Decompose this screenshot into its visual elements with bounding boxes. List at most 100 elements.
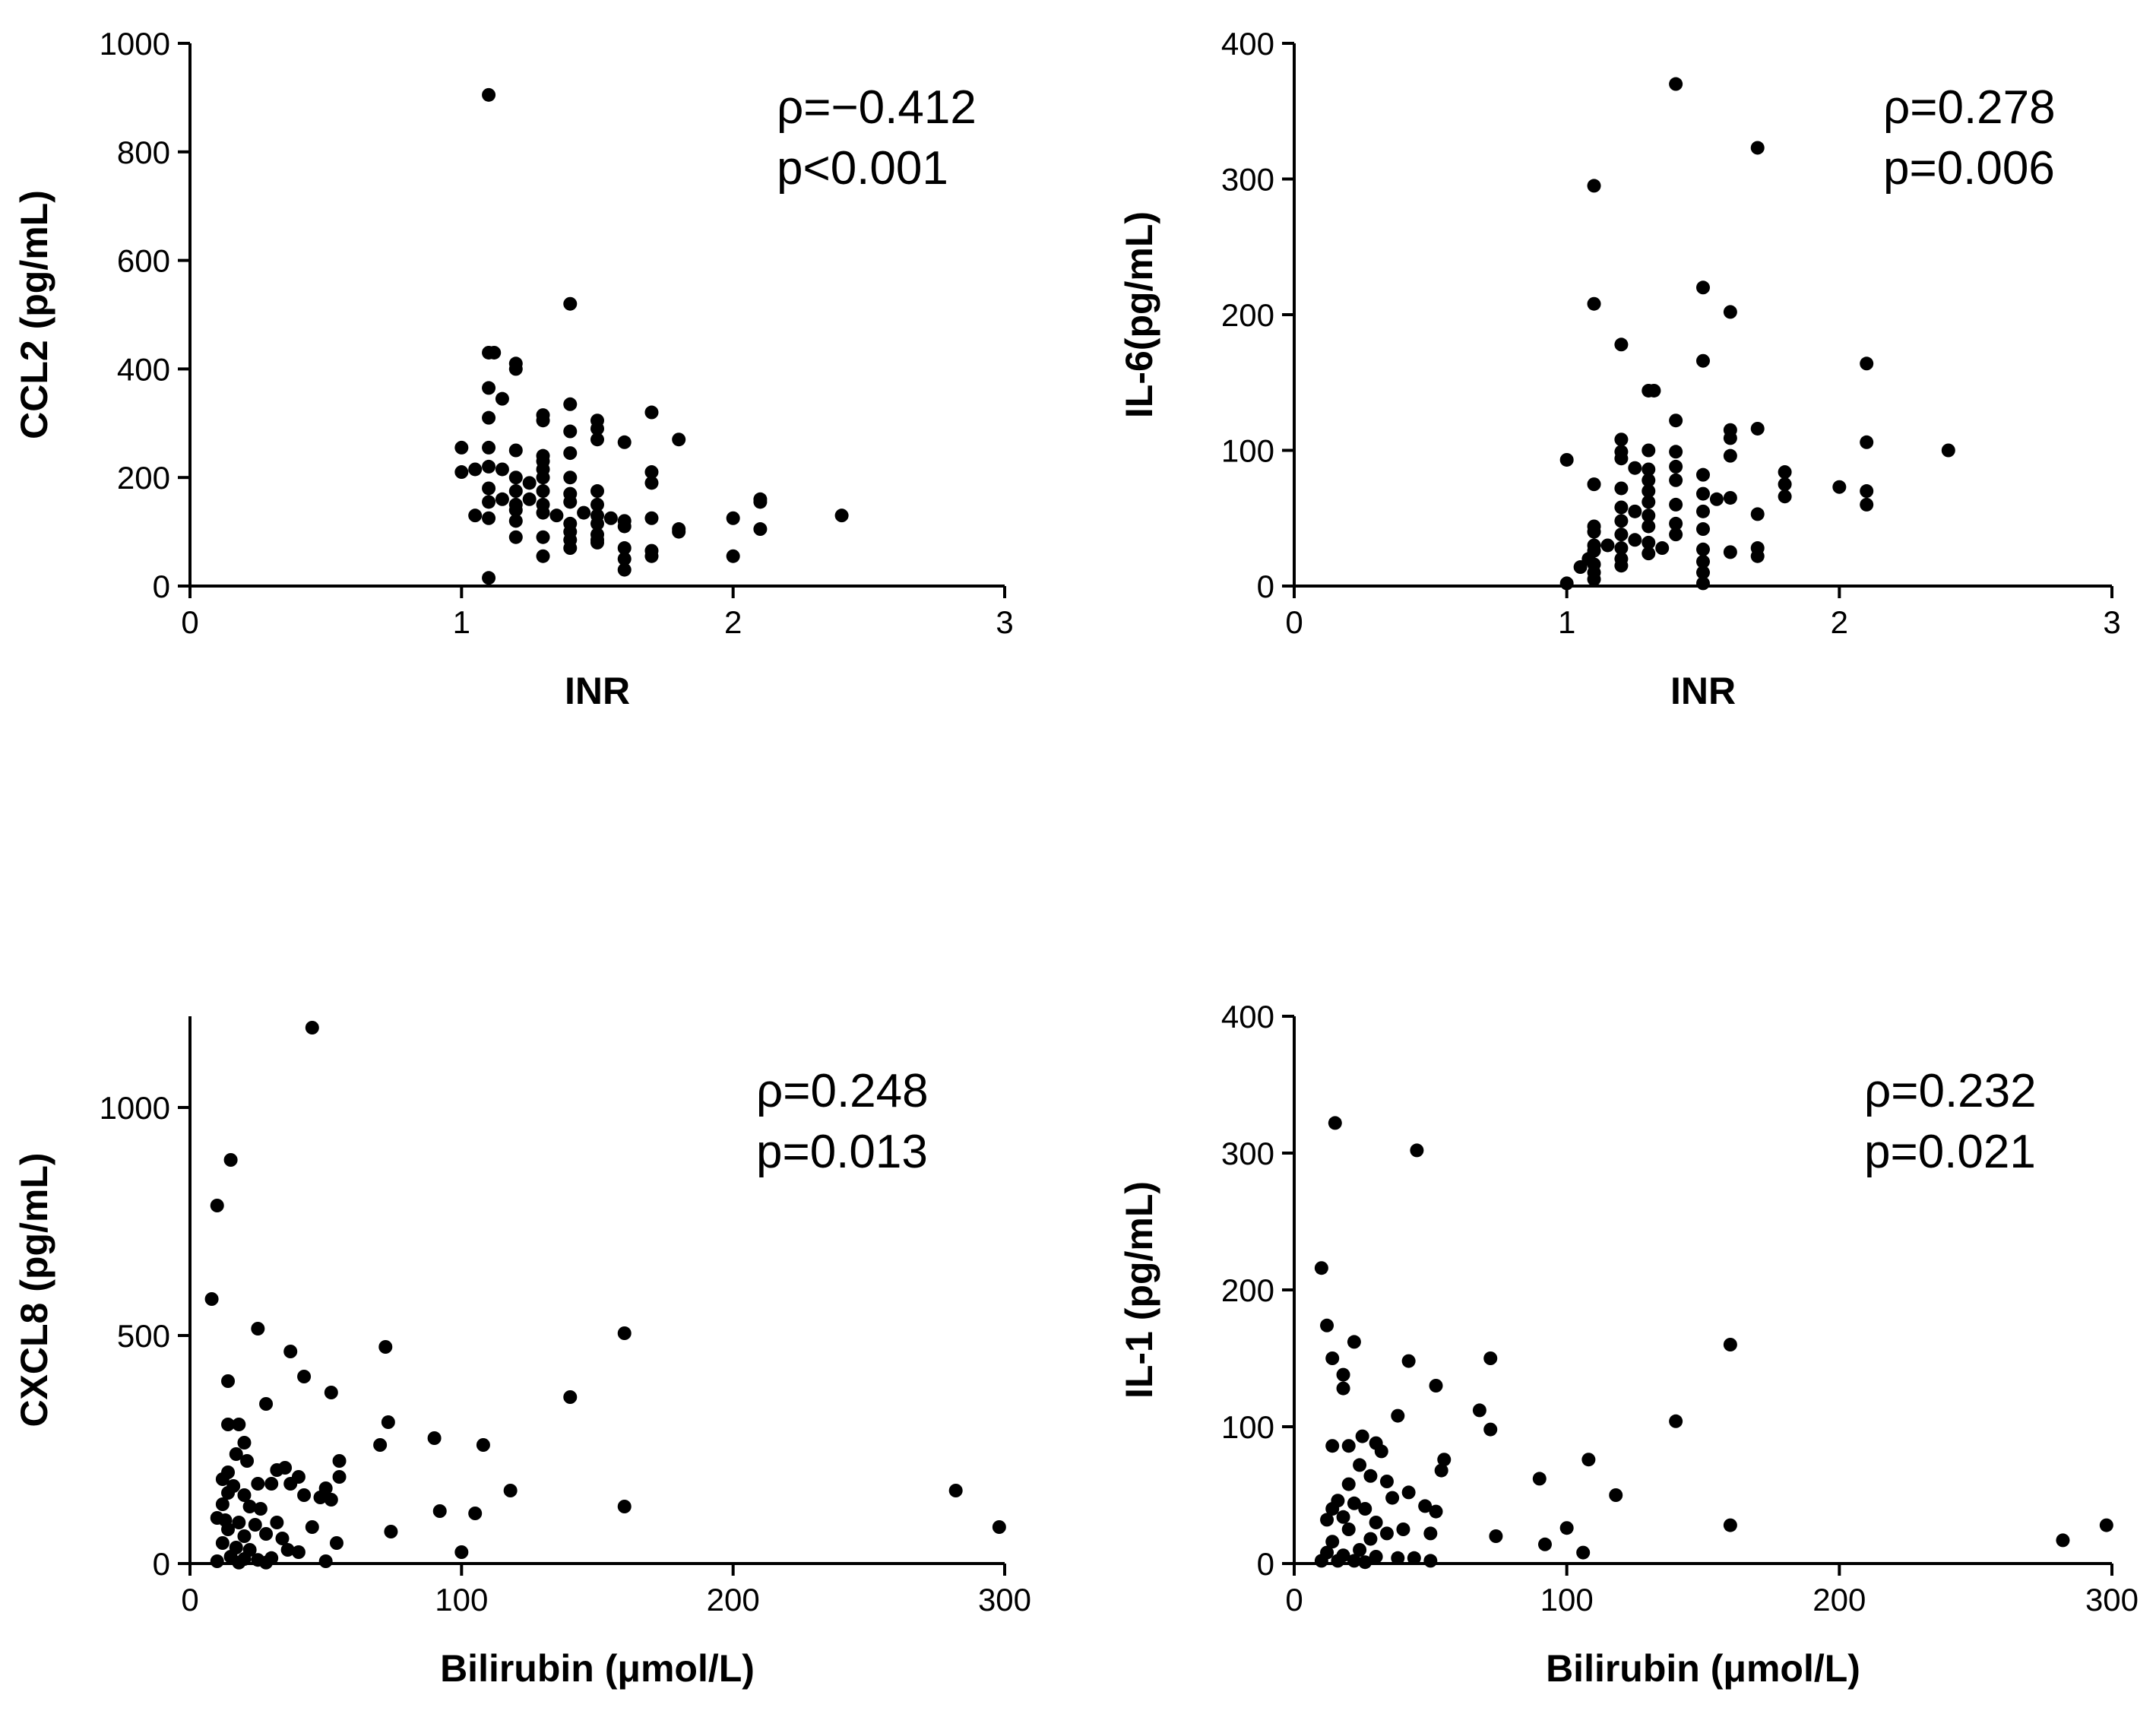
data-point: [1669, 473, 1683, 487]
data-point: [1723, 1518, 1737, 1532]
data-point: [1642, 495, 1656, 509]
x-tick-label: 2: [724, 604, 742, 640]
data-point: [253, 1502, 268, 1516]
data-point: [1401, 1354, 1416, 1368]
y-tick-label: 200: [1221, 1272, 1274, 1308]
data-point: [536, 505, 550, 520]
data-point: [1750, 421, 1765, 436]
data-point: [644, 511, 659, 525]
data-point: [617, 562, 632, 577]
x-tick-label: 0: [1285, 604, 1303, 640]
data-point: [248, 1518, 262, 1532]
data-point: [275, 1532, 290, 1545]
data-point: [536, 530, 550, 544]
p-value: p=0.006: [1883, 142, 2055, 195]
data-point: [1628, 461, 1642, 475]
x-tick-label: 300: [2085, 1582, 2139, 1618]
data-point: [468, 462, 483, 477]
data-point: [508, 471, 523, 485]
data-point: [476, 1438, 490, 1452]
data-point: [384, 1525, 398, 1538]
data-point: [1696, 353, 1710, 368]
data-point: [726, 549, 740, 563]
data-point: [1647, 383, 1661, 398]
data-point: [454, 1545, 469, 1559]
data-point: [259, 1555, 274, 1570]
data-point: [291, 1545, 306, 1559]
data-point: [1423, 1554, 1438, 1568]
data-point: [1325, 1502, 1340, 1516]
data-point: [1336, 1367, 1350, 1382]
data-point: [1723, 431, 1737, 445]
data-point: [1355, 1429, 1369, 1443]
data-point: [617, 1326, 632, 1340]
data-point: [468, 1507, 483, 1520]
data-point: [229, 1447, 243, 1461]
data-point: [432, 1504, 447, 1518]
data-point: [1696, 467, 1710, 482]
data-point: [240, 1454, 255, 1468]
data-point: [1358, 1555, 1372, 1570]
data-point: [1669, 528, 1683, 542]
data-point: [563, 296, 578, 311]
y-tick-label: 500: [117, 1318, 170, 1354]
data-point: [1723, 448, 1737, 463]
data-point: [1696, 542, 1710, 556]
data-point: [617, 1500, 632, 1513]
data-point: [251, 1477, 265, 1491]
data-point: [280, 1543, 295, 1557]
x-tick-label: 100: [435, 1582, 488, 1618]
data-point: [1696, 576, 1710, 591]
y-tick-label: 0: [1257, 1546, 1274, 1582]
data-point: [427, 1431, 442, 1445]
data-point: [536, 549, 550, 563]
y-tick-label: 300: [1221, 1136, 1274, 1171]
y-axis-title: IL-1 (pg/mL): [1118, 1181, 1160, 1399]
data-point: [1410, 1143, 1424, 1158]
data-point: [1314, 1261, 1328, 1275]
data-point: [454, 465, 469, 480]
y-tick-label: 600: [117, 243, 170, 279]
data-point: [503, 1484, 518, 1497]
data-point: [1576, 1545, 1591, 1560]
data-point: [297, 1370, 312, 1383]
data-point: [1669, 497, 1683, 512]
data-point: [508, 362, 523, 376]
y-tick-label: 0: [1257, 569, 1274, 604]
data-point: [1696, 504, 1710, 518]
data-point: [1429, 1379, 1443, 1393]
data-point: [672, 433, 686, 447]
data-point: [1860, 497, 1874, 512]
data-point: [1434, 1463, 1448, 1478]
data-point: [1320, 1318, 1334, 1332]
data-point: [215, 1472, 230, 1486]
data-point: [1559, 452, 1574, 467]
data-point: [563, 541, 578, 556]
scatter-panel-3: 0 100 200 300 0 500 1000 Bilirubin (μmol/L) CXCL…: [13, 1016, 1031, 1690]
data-point: [508, 530, 523, 544]
data-point: [482, 459, 496, 474]
data-point: [522, 476, 537, 490]
data-point: [1429, 1504, 1443, 1519]
data-point: [672, 524, 686, 539]
data-point: [1581, 1453, 1596, 1467]
data-point: [210, 1554, 224, 1568]
data-point: [1669, 77, 1683, 91]
data-point: [1941, 443, 1955, 458]
y-tick-label: 200: [1221, 297, 1274, 333]
data-point: [1600, 538, 1615, 553]
data-point: [1374, 1444, 1388, 1459]
data-point: [1418, 1499, 1433, 1513]
data-point: [1778, 477, 1792, 492]
data-point: [1696, 554, 1710, 569]
data-point: [1483, 1351, 1498, 1365]
data-point: [1391, 1408, 1405, 1423]
y-axis-title: CCL2 (pg/mL): [13, 190, 55, 439]
data-point: [1489, 1529, 1503, 1543]
data-point: [549, 509, 564, 523]
data-point: [1860, 356, 1874, 371]
data-point: [1347, 1335, 1361, 1349]
data-point: [313, 1491, 328, 1504]
data-point: [1325, 1439, 1340, 1453]
data-point: [1614, 541, 1629, 556]
